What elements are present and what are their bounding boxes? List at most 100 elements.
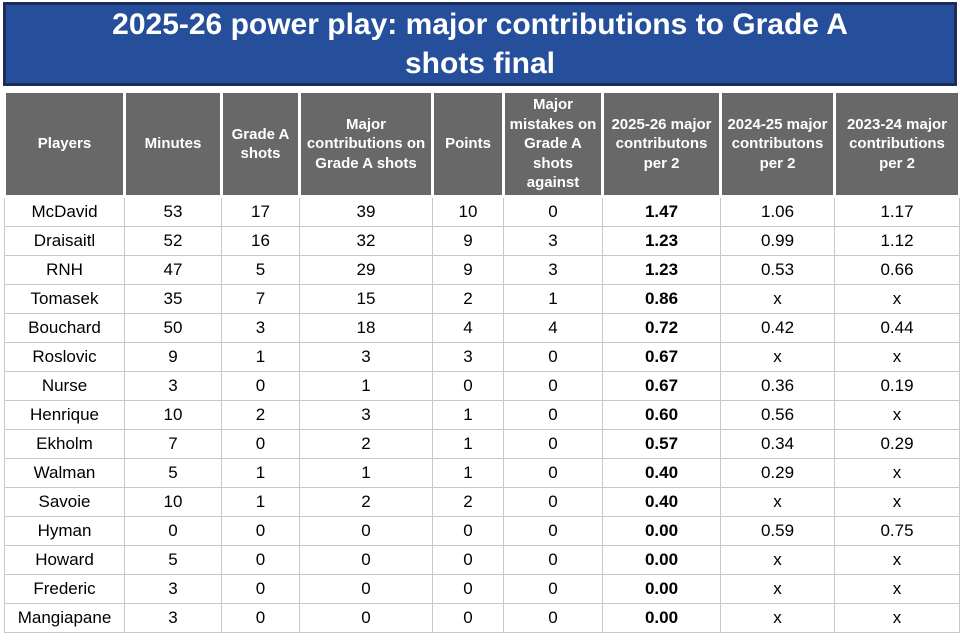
stat-cell: 1 (299, 371, 433, 401)
stat-cell: 0 (221, 603, 300, 633)
stat-cell: x (834, 342, 960, 372)
stat-cell: 0 (503, 545, 603, 575)
player-name-cell: Walman (4, 458, 125, 488)
stat-cell: 3 (503, 255, 603, 285)
stat-cell: x (720, 487, 835, 517)
stat-cell: x (834, 574, 960, 604)
title-line-1: 2025-26 power play: major contributions … (112, 8, 848, 41)
stat-cell: 0.57 (602, 429, 721, 459)
stat-cell: 0.59 (720, 516, 835, 546)
stat-cell: 0.99 (720, 226, 835, 256)
table-row: Walman 5 1 1 1 0 0.40 0.29 x (4, 458, 960, 488)
stat-cell: 0.29 (720, 458, 835, 488)
stat-cell: 0 (432, 603, 504, 633)
stat-cell: 1 (432, 400, 504, 430)
table-body: McDavid 53 17 39 10 0 1.47 1.06 1.17 Draisaitl 52 1… (4, 196, 960, 633)
column-header-1: Minutes (123, 90, 223, 198)
table-row: Tomasek 35 7 15 2 1 0.86 x x (4, 284, 960, 314)
stat-cell: 0 (221, 516, 300, 546)
stat-cell: 0 (503, 516, 603, 546)
stat-cell: 0.86 (602, 284, 721, 314)
stat-cell: 0.34 (720, 429, 835, 459)
stat-cell: 1.23 (602, 226, 721, 256)
table-row: RNH 47 5 29 9 3 1.23 0.53 0.66 (4, 255, 960, 285)
stat-cell: 0 (299, 603, 433, 633)
stat-cell: 0.44 (834, 313, 960, 343)
stat-cell: 0 (503, 342, 603, 372)
player-name-cell: Tomasek (4, 284, 125, 314)
stat-cell: 39 (299, 196, 433, 227)
table-row: Frederic 3 0 0 0 0 0.00 x x (4, 574, 960, 604)
player-name-cell: Bouchard (4, 313, 125, 343)
stat-cell: 17 (221, 196, 300, 227)
stat-cell: 5 (221, 255, 300, 285)
header-row: Players Minutes Grade A shots Major contrib… (3, 90, 960, 198)
stat-cell: 0 (221, 545, 300, 575)
player-name-cell: Frederic (4, 574, 125, 604)
stat-cell: 0 (299, 574, 433, 604)
stat-cell: 4 (503, 313, 603, 343)
player-name-cell: Howard (4, 545, 125, 575)
stat-cell: 3 (221, 313, 300, 343)
title-line-2: shots final (404, 47, 555, 80)
stat-cell: 35 (124, 284, 222, 314)
table-row: Hyman 0 0 0 0 0 0.00 0.59 0.75 (4, 516, 960, 546)
stat-cell: 7 (221, 284, 300, 314)
stat-cell: 2 (432, 487, 504, 517)
stat-cell: 0 (503, 458, 603, 488)
stat-cell: 0.40 (602, 487, 721, 517)
stat-cell: 0.66 (834, 255, 960, 285)
stat-cell: 0.40 (602, 458, 721, 488)
stat-cell: 9 (432, 255, 504, 285)
stat-cell: 1 (221, 487, 300, 517)
stat-cell: 1 (299, 458, 433, 488)
stat-cell: 0.00 (602, 574, 721, 604)
stat-cell: 5 (124, 545, 222, 575)
column-header-7: 2024-25 major contributons per 2 (719, 90, 836, 198)
stat-cell: 0.42 (720, 313, 835, 343)
stat-cell: x (720, 574, 835, 604)
stat-cell: 1.47 (602, 196, 721, 227)
stat-cell: 0 (503, 196, 603, 227)
stat-cell: 15 (299, 284, 433, 314)
stat-cell: 52 (124, 226, 222, 256)
stat-cell: 0.00 (602, 603, 721, 633)
stat-cell: 3 (124, 371, 222, 401)
stat-cell: 0 (503, 371, 603, 401)
stat-cell: 2 (432, 284, 504, 314)
stat-cell: 16 (221, 226, 300, 256)
stat-cell: 0 (503, 574, 603, 604)
table-row: Draisaitl 52 16 32 9 3 1.23 0.99 1.12 (4, 226, 960, 256)
column-header-0: Players (3, 90, 126, 198)
stat-cell: 0 (432, 574, 504, 604)
stat-cell: 3 (299, 342, 433, 372)
stat-cell: 50 (124, 313, 222, 343)
stat-cell: 1.06 (720, 196, 835, 227)
stat-cell: 10 (124, 400, 222, 430)
column-header-3: Major contributions on Grade A shots (298, 90, 434, 198)
stat-cell: 32 (299, 226, 433, 256)
stat-cell: 10 (124, 487, 222, 517)
stat-cell: 2 (221, 400, 300, 430)
column-header-8: 2023-24 major contributions per 2 (833, 90, 960, 198)
table-row: Savoie 10 1 2 2 0 0.40 x x (4, 487, 960, 517)
stat-cell: 7 (124, 429, 222, 459)
stat-cell: 0.60 (602, 400, 721, 430)
stat-cell: 0 (299, 545, 433, 575)
stat-cell: 0 (221, 429, 300, 459)
stat-cell: x (834, 603, 960, 633)
stat-cell: x (834, 284, 960, 314)
table-row: Ekholm 7 0 2 1 0 0.57 0.34 0.29 (4, 429, 960, 459)
player-name-cell: Savoie (4, 487, 125, 517)
stat-cell: 1.17 (834, 196, 960, 227)
stat-cell: 2 (299, 487, 433, 517)
stat-cell: 0.29 (834, 429, 960, 459)
stat-cell: 0.72 (602, 313, 721, 343)
column-header-6: 2025-26 major contributons per 2 (601, 90, 722, 198)
stat-cell: 1 (503, 284, 603, 314)
table-row: Roslovic 9 1 3 3 0 0.67 x x (4, 342, 960, 372)
player-name-cell: Henrique (4, 400, 125, 430)
stat-cell: 0.75 (834, 516, 960, 546)
stat-cell: 2 (299, 429, 433, 459)
stat-cell: 0.56 (720, 400, 835, 430)
